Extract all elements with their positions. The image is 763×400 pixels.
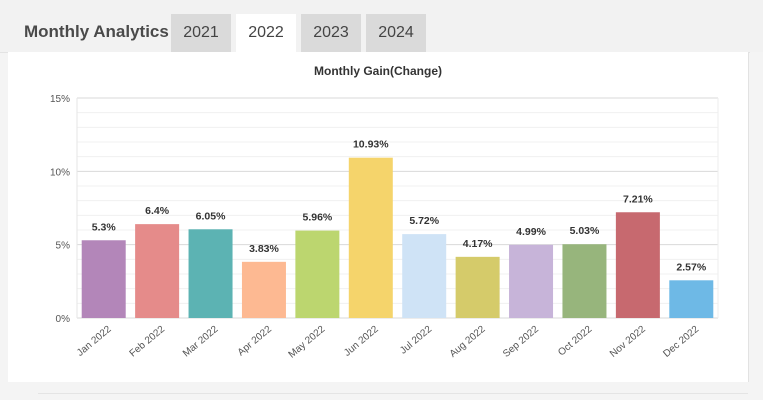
bar-value-label: 10.93%: [353, 139, 389, 151]
y-axis-ticks: 0% 5% 10% 15%: [50, 94, 70, 325]
chart-bars: [81, 157, 714, 318]
bar-value-label: 5.3%: [92, 221, 117, 233]
x-tick-label: Nov 2022: [608, 324, 648, 360]
x-tick-label: Aug 2022: [448, 324, 488, 360]
x-tick-label: Oct 2022: [556, 324, 594, 359]
bar-value-label: 6.4%: [145, 205, 170, 217]
x-tick-label: Jan 2022: [75, 324, 114, 359]
bar-jan-2022: [81, 240, 126, 318]
y-tick-label: 5%: [56, 241, 71, 252]
y-tick-label: 10%: [50, 167, 70, 178]
monthly-gain-chart: Monthly Gain(Change) 0% 5% 10% 15% 5.3% 6.4%…: [50, 64, 719, 361]
x-tick-label: Jun 2022: [342, 324, 381, 359]
bar-value-label: 5.72%: [409, 215, 439, 227]
bar-value-label: 2.57%: [676, 261, 706, 273]
bar-feb-2022: [135, 224, 180, 318]
x-tick-label: Apr 2022: [236, 324, 274, 359]
bar-value-label: 3.83%: [249, 243, 279, 255]
bar-mar-2022: [188, 229, 233, 318]
bar-aug-2022: [455, 256, 500, 318]
bar-value-label: 4.99%: [516, 226, 546, 238]
x-tick-label: Dec 2022: [661, 324, 701, 360]
x-tick-label: Sep 2022: [501, 324, 541, 360]
y-tick-label: 0%: [56, 314, 71, 325]
chart-title: Monthly Gain(Change): [314, 64, 442, 78]
x-tick-label: May 2022: [287, 324, 328, 361]
bar-jul-2022: [402, 234, 447, 318]
tab-2021[interactable]: 2021: [171, 14, 231, 52]
bar-value-label: 4.17%: [463, 238, 493, 250]
tab-2023[interactable]: 2023: [301, 14, 361, 52]
tab-2022[interactable]: 2022: [236, 14, 296, 53]
header-bar: Monthly Analytics 2021 2022 2023 2024: [0, 0, 763, 53]
bar-oct-2022: [562, 244, 607, 318]
x-tick-label: Jul 2022: [398, 324, 434, 357]
y-tick-label: 15%: [50, 94, 70, 105]
bar-jun-2022: [348, 157, 393, 318]
footer-divider: [38, 393, 748, 394]
bar-value-label: 5.03%: [570, 225, 600, 237]
bar-apr-2022: [241, 261, 286, 318]
bar-value-label: 6.05%: [196, 210, 226, 222]
chart-grid: [76, 97, 719, 319]
x-tick-label: Feb 2022: [128, 324, 168, 360]
x-tick-label: Mar 2022: [181, 324, 221, 360]
side-strip: [750, 52, 763, 400]
bar-value-labels: 5.3% 6.4% 6.05% 3.83% 5.96% 10.93% 5.72% 4.17% 4…: [92, 139, 707, 274]
bar-dec-2022: [669, 280, 714, 318]
bar-nov-2022: [615, 212, 660, 318]
x-axis-ticks: Jan 2022 Feb 2022 Mar 2022 Apr 2022 May 2022…: [75, 324, 702, 361]
page-title: Monthly Analytics: [24, 22, 169, 41]
bar-may-2022: [295, 230, 340, 318]
bar-sep-2022: [509, 244, 554, 318]
bar-value-label: 5.96%: [302, 212, 332, 224]
tab-2024[interactable]: 2024: [366, 14, 426, 52]
bar-value-label: 7.21%: [623, 193, 653, 205]
